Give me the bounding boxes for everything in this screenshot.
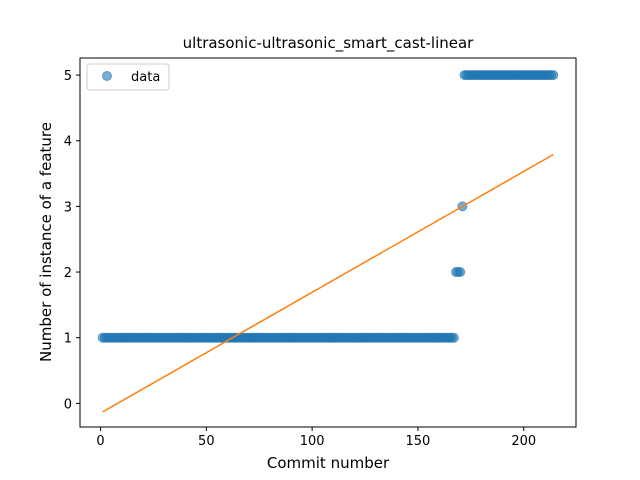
x-axis-label: Commit number [267, 454, 390, 472]
legend: data [86, 63, 170, 91]
legend-label-data: data [131, 70, 160, 85]
axes-frame [79, 57, 577, 428]
data-point [548, 70, 559, 81]
x-tick-label: 0 [96, 434, 104, 449]
y-tick-label: 2 [64, 266, 72, 281]
plot-area [97, 70, 559, 413]
x-tick-label: 150 [406, 434, 431, 449]
x-axis: 0 50 100 150 200 [96, 427, 536, 449]
fit-line [102, 153, 554, 413]
y-tick-label: 4 [64, 135, 72, 150]
chart-title: ultrasonic-ultrasonic_smart_cast-linear [183, 34, 475, 53]
x-tick-label: 200 [511, 434, 536, 449]
legend-marker-data [102, 71, 112, 81]
data-point [448, 332, 459, 343]
y-tick-label: 3 [64, 200, 72, 215]
y-axis-label: Number of instance of a feature [37, 122, 55, 362]
y-axis: 0 1 2 3 4 5 [64, 69, 80, 412]
data-point [455, 267, 466, 278]
y-tick-label: 0 [64, 397, 72, 412]
y-tick-label: 5 [64, 69, 72, 84]
legend-box [86, 63, 170, 91]
x-tick-label: 50 [198, 434, 215, 449]
y-tick-label: 1 [64, 332, 72, 347]
x-tick-label: 100 [300, 434, 325, 449]
